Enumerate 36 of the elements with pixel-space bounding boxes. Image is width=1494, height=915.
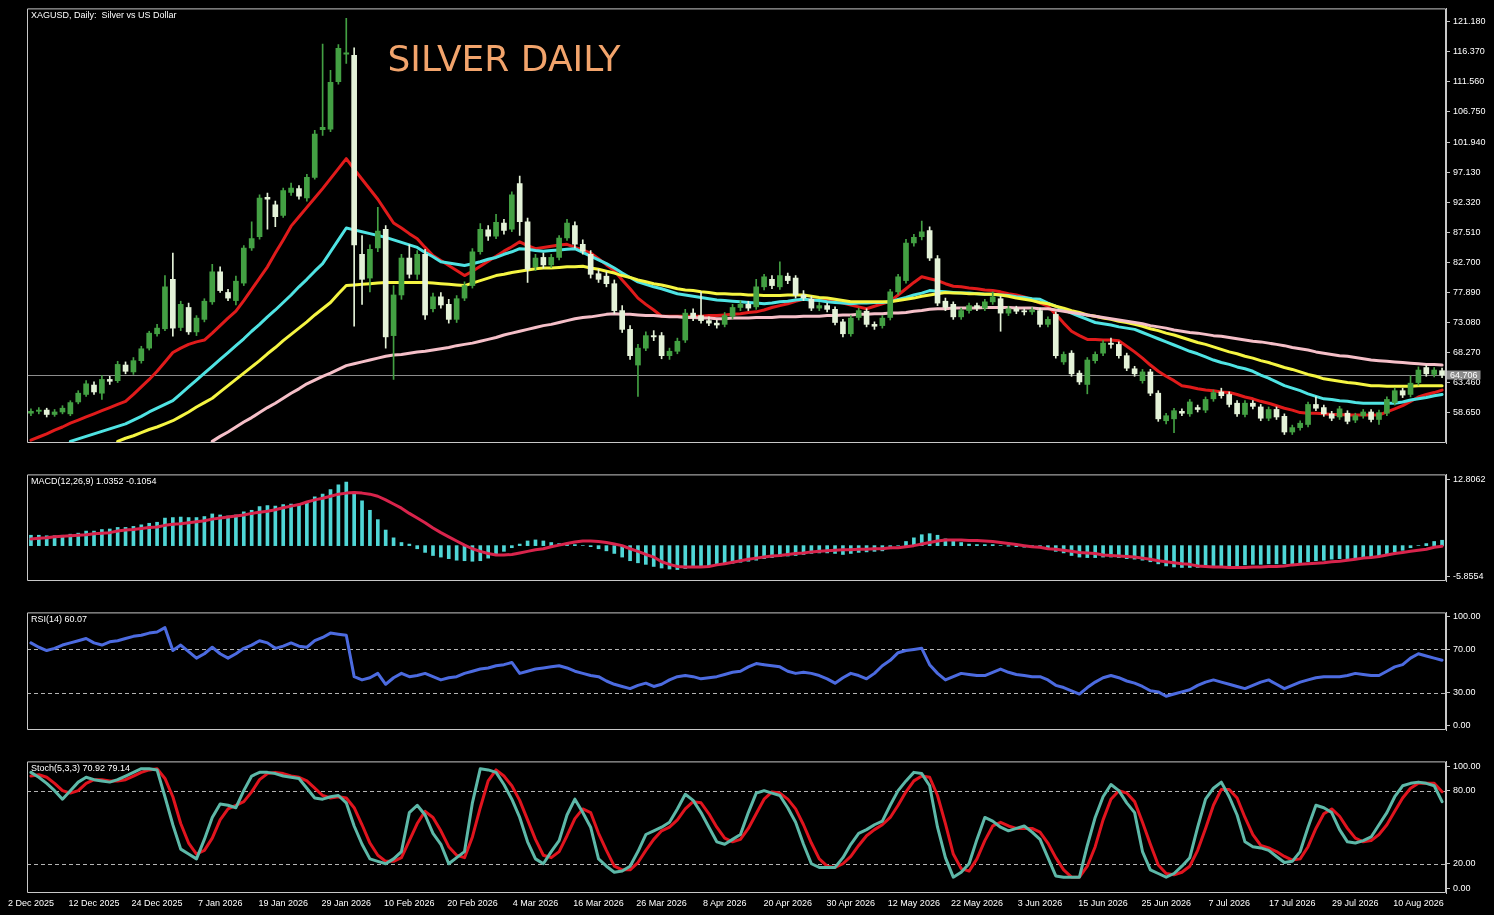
chart-title: Stoch(5,3,3) 70.92 79.14 bbox=[31, 762, 131, 773]
y-tick-label: 0.00 bbox=[1453, 882, 1471, 893]
y-tick-label: 20.00 bbox=[1453, 858, 1476, 869]
chart-title: MACD(12,26,9) 1.0352 -0.1054 bbox=[31, 475, 157, 486]
x-tick-label: 20 Feb 2026 bbox=[447, 897, 498, 908]
y-tick-label: 80.00 bbox=[1453, 785, 1476, 796]
y-tick-label: 12.8062 bbox=[1453, 473, 1486, 484]
chart-title: RSI(14) 60.07 bbox=[31, 613, 88, 624]
x-tick-label: 8 Apr 2026 bbox=[702, 897, 747, 908]
y-tick-label: 70.00 bbox=[1453, 643, 1476, 654]
x-tick-label: 25 Jun 2026 bbox=[1141, 897, 1191, 908]
x-tick-label: 17 Jul 2026 bbox=[1269, 897, 1316, 908]
x-tick-label: 20 Apr 2026 bbox=[763, 897, 813, 908]
x-tick-label: 16 Mar 2026 bbox=[573, 897, 624, 908]
y-tick-label: 100.00 bbox=[1453, 760, 1481, 771]
x-tick-label: 19 Jan 2026 bbox=[258, 897, 308, 908]
x-tick-label: 12 May 2026 bbox=[887, 897, 940, 908]
x-tick-label: 10 Feb 2026 bbox=[384, 897, 435, 908]
x-tick-label: 2 Dec 2025 bbox=[7, 897, 54, 908]
y-tick-label: -5.8554 bbox=[1453, 570, 1484, 581]
x-tick-label: 29 Jan 2026 bbox=[321, 897, 372, 908]
x-tick-label: 3 Jun 2026 bbox=[1017, 897, 1063, 908]
x-tick-label: 24 Dec 2025 bbox=[131, 897, 183, 908]
x-tick-label: 29 Jul 2026 bbox=[1332, 897, 1379, 908]
x-tick-label: 12 Dec 2025 bbox=[68, 897, 120, 908]
x-tick-label: 4 Mar 2026 bbox=[512, 897, 559, 908]
x-tick-label: 26 Mar 2026 bbox=[636, 897, 687, 908]
y-tick-label: 30.00 bbox=[1453, 687, 1476, 698]
x-tick-label: 15 Jun 2026 bbox=[1078, 897, 1128, 908]
y-tick-label: 100.00 bbox=[1453, 611, 1481, 622]
x-tick-label: 10 Aug 2026 bbox=[1393, 897, 1444, 908]
x-tick-label: 7 Jan 2026 bbox=[197, 897, 243, 908]
y-tick-label: 0.00 bbox=[1453, 720, 1471, 731]
x-tick-label: 30 Apr 2026 bbox=[826, 897, 876, 908]
x-tick-label: 7 Jul 2026 bbox=[1208, 897, 1250, 908]
x-tick-label: 22 May 2026 bbox=[950, 897, 1003, 908]
